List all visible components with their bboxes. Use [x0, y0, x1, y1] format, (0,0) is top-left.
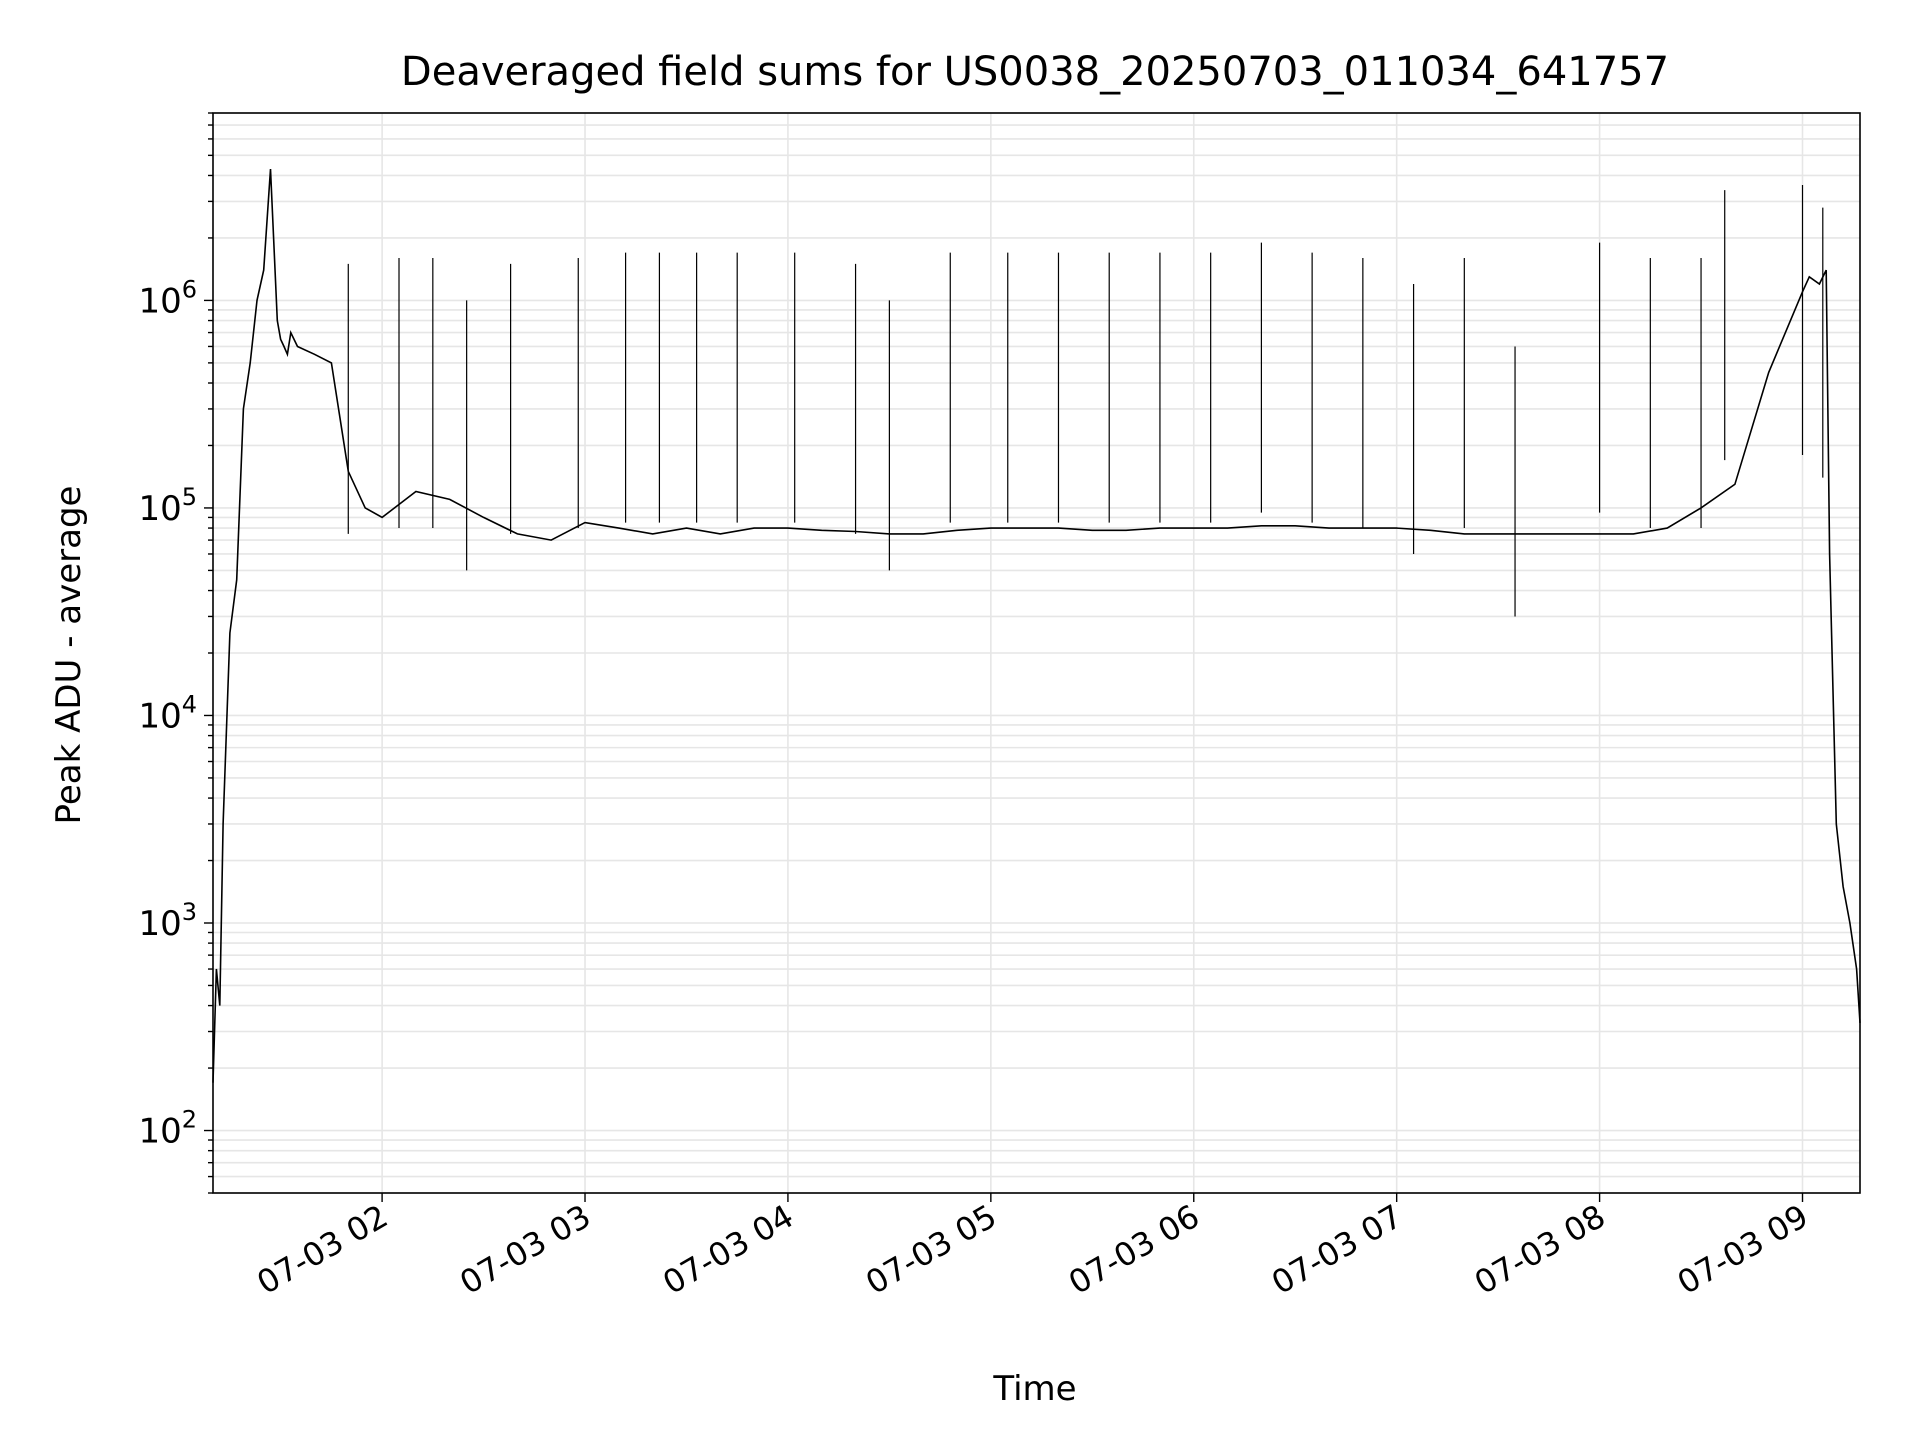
y-tick-exponent: 4 — [182, 690, 197, 718]
chart-title: Deaveraged field sums for US0038_2025070… — [401, 49, 1669, 95]
y-tick-base: 10 — [138, 1112, 181, 1152]
y-tick-exponent: 3 — [182, 898, 197, 926]
y-tick-exponent: 6 — [182, 275, 197, 303]
x-axis-label: Time — [992, 1369, 1076, 1409]
y-tick-base: 10 — [138, 281, 181, 321]
y-tick-label: 102 — [138, 1106, 197, 1152]
y-tick-base: 10 — [138, 904, 181, 944]
y-tick-label: 106 — [138, 275, 197, 321]
grid — [213, 112, 1860, 1194]
y-tick-exponent: 5 — [182, 483, 197, 511]
y-axis-label: Peak ADU - average — [49, 486, 89, 825]
y-tick-label: 105 — [138, 483, 197, 529]
y-tick-label: 103 — [138, 898, 197, 944]
y-tick-base: 10 — [138, 489, 181, 529]
y-tick-base: 10 — [138, 696, 181, 736]
y-tick-exponent: 2 — [182, 1106, 197, 1134]
series-layer — [212, 168, 1861, 1083]
y-tick-label: 104 — [138, 690, 197, 736]
